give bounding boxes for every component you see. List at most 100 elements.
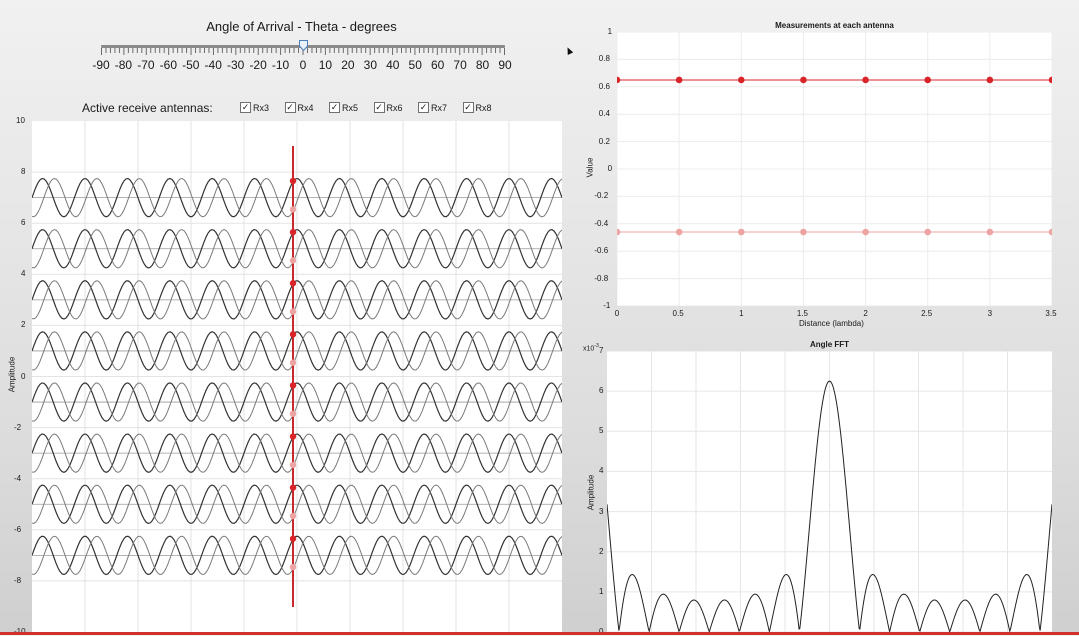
slider-tick-label: -70 bbox=[137, 58, 155, 72]
data-point bbox=[737, 76, 745, 84]
antenna-checkbox-rx6[interactable]: ✓ Rx6 bbox=[373, 102, 403, 113]
y-tick-label: -8 bbox=[14, 575, 22, 585]
angle-slider-thumb[interactable] bbox=[298, 40, 308, 51]
y-tick-label: 2 bbox=[21, 320, 26, 330]
slider-tick-label: 80 bbox=[475, 58, 490, 72]
waveform bbox=[32, 382, 562, 422]
y-tick-label: 5 bbox=[599, 426, 604, 436]
data-point bbox=[617, 76, 621, 84]
checkbox-box[interactable]: ✓ bbox=[373, 102, 385, 113]
sample-marker bbox=[289, 535, 297, 542]
data-point bbox=[924, 76, 932, 84]
checkbox-label: Rx8 bbox=[475, 102, 492, 113]
data-point bbox=[1048, 76, 1052, 84]
y-tick-label: 0 bbox=[599, 627, 603, 636]
sample-marker bbox=[289, 331, 297, 338]
data-point bbox=[986, 228, 994, 236]
slider-tick-label: -40 bbox=[204, 58, 222, 72]
y-tick-label: 8 bbox=[21, 167, 26, 177]
waveform bbox=[32, 280, 562, 320]
y-tick-label: 4 bbox=[21, 269, 26, 279]
antenna-checkbox-rx3[interactable]: ✓ Rx3 bbox=[240, 102, 269, 113]
waveform bbox=[32, 382, 562, 422]
waveform-plot bbox=[32, 121, 562, 632]
antenna-checkbox-rx4[interactable]: ✓ Rx4 bbox=[284, 102, 314, 113]
checkbox-label: Rx3 bbox=[253, 102, 270, 113]
slider-tick-label: -90 bbox=[92, 58, 110, 72]
y-tick-label: 0.4 bbox=[598, 109, 610, 119]
checkbox-box[interactable]: ✓ bbox=[462, 102, 474, 113]
slider-tick-label: 90 bbox=[498, 58, 512, 72]
data-point bbox=[800, 228, 807, 236]
measurements-ylabel: Value bbox=[585, 157, 595, 178]
y-tick-label: -0.2 bbox=[594, 191, 609, 201]
slider-tick-label: -10 bbox=[271, 58, 290, 72]
x-tick-label: 2.5 bbox=[921, 309, 933, 318]
waveform bbox=[32, 535, 562, 576]
y-tick-label: -1 bbox=[603, 301, 611, 310]
data-point bbox=[617, 228, 621, 236]
checkbox-label: Rx6 bbox=[386, 102, 403, 113]
data-point bbox=[862, 228, 869, 236]
waveform bbox=[32, 228, 562, 269]
y-tick-label: 0 bbox=[607, 164, 613, 173]
waveform bbox=[32, 535, 562, 576]
sample-marker bbox=[289, 257, 297, 264]
sample-marker bbox=[289, 206, 297, 213]
slider-tick-label: 30 bbox=[363, 58, 378, 72]
fft-curve bbox=[607, 380, 1052, 632]
slider-tick-label: 0 bbox=[299, 58, 307, 72]
checkbox-box[interactable]: ✓ bbox=[329, 102, 340, 113]
data-point bbox=[800, 76, 807, 84]
antenna-checkbox-rx8[interactable]: ✓ Rx8 bbox=[462, 102, 492, 113]
waveform bbox=[32, 433, 562, 473]
sample-marker bbox=[289, 382, 297, 389]
data-point bbox=[986, 76, 994, 84]
y-tick-label: -0.8 bbox=[594, 273, 609, 283]
sample-marker bbox=[289, 484, 297, 491]
y-tick-label: -4 bbox=[14, 473, 22, 483]
slider-tick-label: -80 bbox=[114, 58, 133, 72]
checkbox-label: Rx4 bbox=[297, 102, 314, 113]
x-tick-label: 0.5 bbox=[672, 309, 684, 318]
slider-tick-label: -50 bbox=[182, 58, 200, 72]
sample-marker bbox=[289, 228, 297, 236]
sample-marker bbox=[289, 512, 297, 520]
checkbox-box[interactable]: ✓ bbox=[418, 102, 429, 113]
antenna-checkbox-rx7[interactable]: ✓ Rx7 bbox=[418, 102, 447, 113]
y-tick-label: 6 bbox=[599, 386, 604, 396]
x-tick-label: 3 bbox=[987, 309, 993, 318]
antennas-label: Active receive antennas: bbox=[82, 101, 213, 115]
checkbox-box[interactable]: ✓ bbox=[240, 102, 251, 113]
slider-tick-label: 60 bbox=[430, 58, 445, 72]
fft-title: Angle FFT bbox=[809, 340, 850, 349]
checkbox-box[interactable]: ✓ bbox=[284, 102, 296, 113]
y-tick-label: 0.2 bbox=[598, 136, 610, 146]
sample-marker bbox=[289, 280, 297, 287]
waveform bbox=[32, 331, 562, 371]
slider-tick-label: -20 bbox=[249, 58, 267, 72]
waveform bbox=[32, 331, 562, 371]
y-tick-label: -0.4 bbox=[594, 218, 609, 228]
sample-marker bbox=[289, 359, 297, 366]
sample-marker bbox=[289, 461, 297, 469]
x-tick-label: 1.5 bbox=[796, 309, 808, 318]
y-tick-label: 2 bbox=[599, 546, 604, 556]
slider-tick-label: -60 bbox=[159, 58, 177, 72]
waveform bbox=[32, 177, 562, 218]
slider-tick-labels: -90 -80 -70 -60 -50 -40 -30 -20 -10 0 10 20 30 40 50 60… bbox=[92, 58, 511, 72]
video-progress-bar[interactable] bbox=[0, 632, 1079, 635]
waveform bbox=[32, 433, 562, 473]
sample-marker bbox=[289, 177, 297, 185]
data-point bbox=[862, 76, 869, 84]
waveform bbox=[32, 484, 562, 524]
y-tick-label: -10 bbox=[14, 627, 26, 636]
y-tick-label: 3 bbox=[599, 506, 604, 516]
y-tick-label: 0 bbox=[21, 371, 26, 381]
y-tick-label: -6 bbox=[14, 524, 22, 534]
antenna-checkbox-rx5[interactable]: ✓ Rx5 bbox=[329, 102, 358, 113]
slider-tick-label: 40 bbox=[386, 58, 400, 72]
measurements-xlabel: Distance (lambda) bbox=[799, 319, 864, 328]
slider-tick-label: 20 bbox=[341, 58, 355, 72]
mouse-pointer-icon bbox=[564, 46, 574, 55]
